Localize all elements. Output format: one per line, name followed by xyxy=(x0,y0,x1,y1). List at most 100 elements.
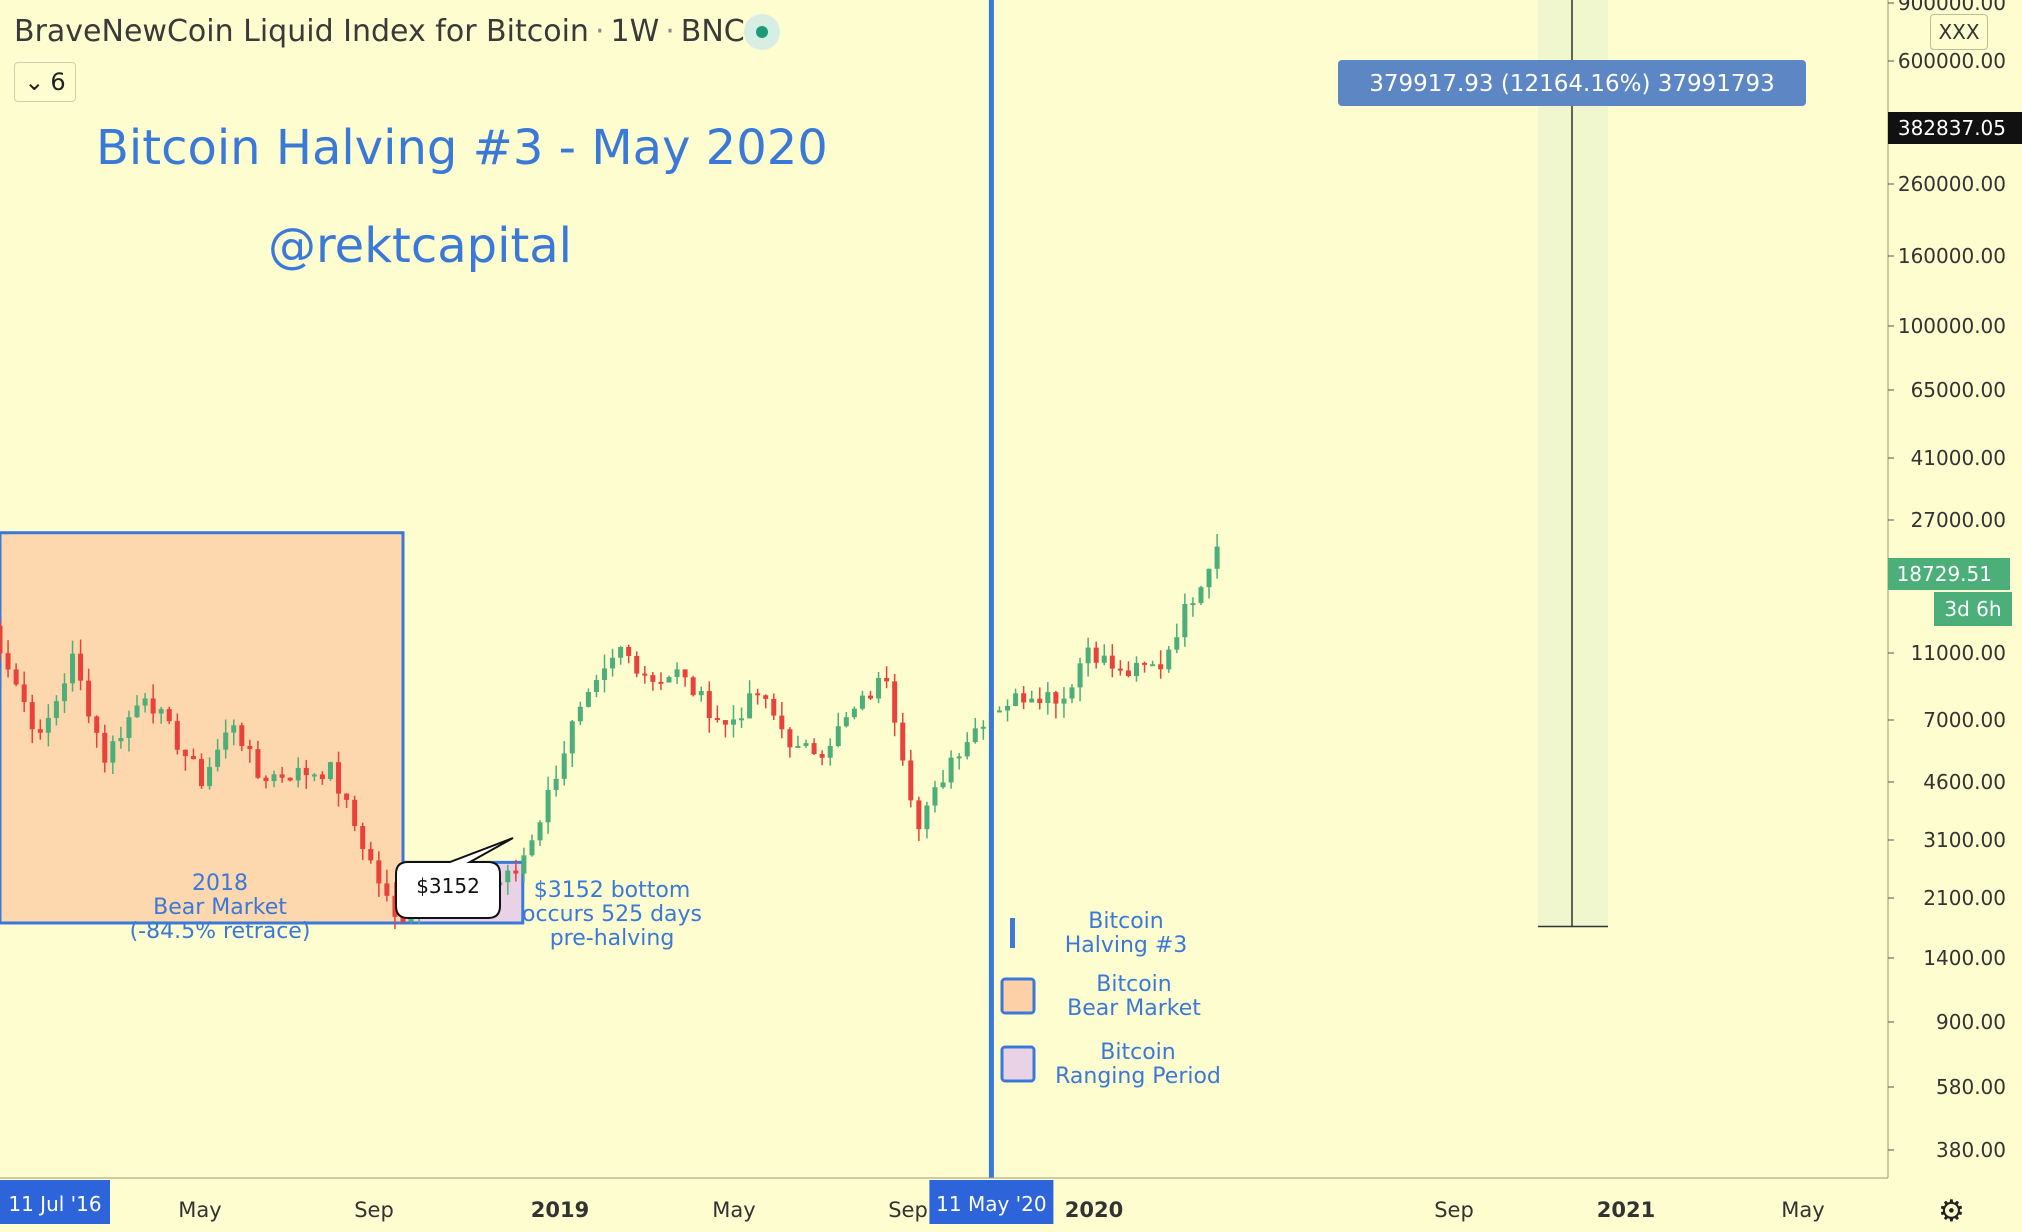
candle-body xyxy=(1150,664,1156,667)
start-date-badge xyxy=(0,1180,110,1224)
candle-body xyxy=(70,653,76,684)
candle-body xyxy=(1117,668,1123,671)
price-tick-label: 900000.00 xyxy=(1898,0,2006,15)
scale-mode-button[interactable]: XXX xyxy=(1930,14,1988,50)
time-tick-label: May xyxy=(178,1198,221,1222)
candle-body xyxy=(714,718,720,721)
candle-body xyxy=(215,749,221,767)
time-tick-label: May xyxy=(1781,1198,1824,1222)
candle-body xyxy=(876,677,882,699)
candle-body xyxy=(223,732,229,750)
candle-body xyxy=(61,683,67,702)
legend-label: Bear Market xyxy=(1067,996,1201,1021)
candle-body xyxy=(45,717,51,733)
candle-body xyxy=(529,840,535,856)
start-date-label: 11 Jul '16 xyxy=(8,1192,101,1216)
candle-body xyxy=(690,677,696,696)
candle-body xyxy=(247,745,253,750)
price-tick-label: 7000.00 xyxy=(1923,708,2006,732)
bear-market-note-line: Bear Market xyxy=(153,895,287,920)
candle-body xyxy=(1021,693,1027,703)
price-tick-label: 160000.00 xyxy=(1898,244,2006,268)
candle-body xyxy=(1061,698,1067,704)
interval-label[interactable]: 1W xyxy=(610,14,660,49)
bear-market-box xyxy=(0,531,405,925)
price-tick-label: 600000.00 xyxy=(1898,49,2006,73)
candle-body xyxy=(561,753,567,779)
candle-body xyxy=(1142,662,1148,665)
candle-body xyxy=(843,717,849,727)
candle-body xyxy=(884,677,890,682)
candle-body xyxy=(521,855,527,874)
candle-body xyxy=(231,725,237,733)
candle-body xyxy=(13,669,19,685)
time-tick-label: 2019 xyxy=(531,1198,589,1222)
bear-market-note-line: 2018 xyxy=(192,871,248,896)
candle-body xyxy=(1037,698,1043,704)
price-tick-label: 4600.00 xyxy=(1923,770,2006,794)
candle-body xyxy=(94,716,100,733)
candle-body xyxy=(916,800,922,830)
legend-label: Bitcoin xyxy=(1100,1040,1175,1065)
candle-body xyxy=(569,721,575,754)
measure-label-bg xyxy=(1338,60,1806,106)
candle-body xyxy=(118,737,124,742)
candle-body xyxy=(827,745,833,758)
candle-body xyxy=(932,787,938,806)
candle-body xyxy=(400,916,406,922)
collapse-indicators-button[interactable]: ⌄ 6 xyxy=(14,62,76,102)
symbol-name: BraveNewCoin Liquid Index for Bitcoin xyxy=(14,14,589,49)
legend-bear-icon xyxy=(1000,977,1036,1015)
candle-body xyxy=(263,777,269,782)
candle-body xyxy=(1125,670,1131,677)
candle-body xyxy=(287,777,293,781)
annotation-title: Bitcoin Halving #3 - May 2020 xyxy=(96,120,828,176)
candle-body xyxy=(158,709,164,714)
candle-body xyxy=(972,728,978,743)
candle-body xyxy=(545,789,551,823)
candle-body xyxy=(739,718,745,721)
candle-body xyxy=(585,691,591,707)
candle-body xyxy=(610,657,616,669)
candle-body xyxy=(859,695,865,709)
candle-body xyxy=(1109,655,1115,669)
target-price-label: 382837.05 xyxy=(1898,116,2006,140)
bottom-callout-bubble xyxy=(395,837,514,919)
candle-body xyxy=(368,848,374,861)
candle-body xyxy=(190,756,196,760)
bottom-note-line: $3152 bottom xyxy=(534,878,691,903)
bottom-note-line: pre-halving xyxy=(550,926,675,951)
time-tick-label: 2020 xyxy=(1065,1198,1123,1222)
candle-body xyxy=(78,653,84,681)
candle-body xyxy=(1214,546,1220,569)
candle-body xyxy=(207,766,213,787)
time-tick-label: Sep xyxy=(1434,1198,1474,1222)
candle-body xyxy=(795,745,801,748)
bear-market-note-line: (-84.5% retrace) xyxy=(130,919,311,944)
annotation-handle: @rektcapital xyxy=(268,218,573,274)
time-tick-label: Sep xyxy=(354,1198,394,1222)
candle-body xyxy=(126,717,132,738)
price-tick-label: 100000.00 xyxy=(1898,314,2006,338)
candle-body xyxy=(682,669,688,678)
candle-body xyxy=(319,774,325,779)
price-tick-label: 11000.00 xyxy=(1911,641,2006,665)
candle-body xyxy=(1053,692,1059,704)
settings-gear-icon[interactable]: ⚙ xyxy=(1938,1194,1965,1229)
candle-body xyxy=(166,709,172,722)
candle-body xyxy=(819,754,825,758)
candle-body xyxy=(1174,637,1180,650)
candle-body xyxy=(311,774,317,777)
candle-body xyxy=(102,732,108,763)
candle-body xyxy=(1101,655,1107,663)
halving-date-badge xyxy=(929,1180,1054,1224)
legend-halving-icon xyxy=(1010,918,1015,948)
candle-body xyxy=(787,729,793,748)
candle-body xyxy=(1069,687,1075,699)
candle-body xyxy=(1198,587,1204,604)
candle-body xyxy=(1077,663,1083,688)
candle-body xyxy=(1029,698,1035,703)
legend-label: Bitcoin xyxy=(1096,972,1171,997)
candle-body xyxy=(642,673,648,676)
